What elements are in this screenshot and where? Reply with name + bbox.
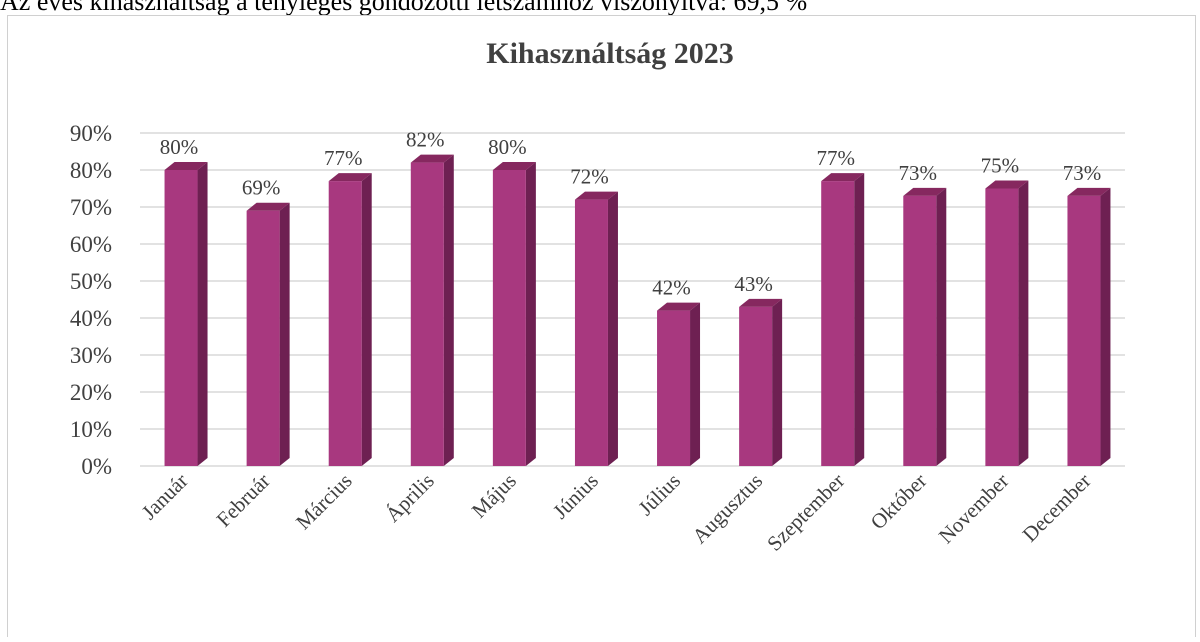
x-tick-label: November: [934, 469, 1014, 549]
bar: [657, 310, 691, 466]
bar-top: [1067, 187, 1111, 196]
bar-top: [985, 180, 1029, 189]
y-tick-label: 20%: [70, 380, 112, 405]
bar: [821, 181, 855, 466]
x-tick-label: Szeptember: [762, 469, 849, 556]
bar: [246, 210, 280, 466]
data-label: 72%: [570, 165, 609, 189]
y-tick-label: 90%: [70, 121, 112, 146]
bar-side: [1018, 180, 1029, 466]
bar-top: [246, 202, 290, 211]
bar-side: [1100, 187, 1111, 466]
y-tick-label: 60%: [70, 232, 112, 257]
data-label: 43%: [734, 272, 773, 296]
bar: [985, 188, 1019, 466]
x-tick-label: Július: [633, 469, 685, 521]
x-tick-label: Augusztus: [687, 469, 767, 549]
y-tick-label: 0%: [81, 454, 112, 479]
data-label: 77%: [324, 146, 363, 170]
bar-side: [936, 187, 947, 466]
bar: [1067, 195, 1101, 466]
y-tick-label: 10%: [70, 417, 112, 442]
data-label: 80%: [488, 135, 527, 159]
chart-title: Kihasználtság 2023: [486, 37, 734, 70]
bar-top: [164, 162, 208, 170]
bar-top: [574, 191, 618, 200]
bar: [328, 181, 362, 466]
bar-top: [903, 187, 947, 196]
y-tick-label: 30%: [70, 343, 112, 368]
bar-top: [657, 302, 701, 311]
y-tick-label: 40%: [70, 306, 112, 331]
bar: [739, 306, 773, 466]
x-tick-label: Május: [467, 469, 521, 523]
bar-side: [525, 162, 536, 466]
x-tick-label: Január: [137, 469, 193, 525]
bar-side: [607, 191, 618, 466]
data-label: 73%: [1063, 161, 1102, 185]
bar-top: [492, 162, 536, 170]
bar-top: [739, 298, 783, 307]
data-label: 75%: [981, 154, 1020, 178]
x-tick-label: Április: [381, 469, 439, 527]
bar-top: [410, 154, 454, 163]
bar-top: [328, 173, 372, 182]
x-tick-label: December: [1018, 469, 1096, 547]
bar: [410, 162, 444, 466]
chart-frame: [7, 15, 1196, 642]
bar-side: [279, 202, 290, 466]
bar-top: [821, 173, 865, 182]
y-tick-label: 80%: [70, 158, 112, 183]
bar-side: [361, 173, 372, 466]
bar-side: [772, 298, 783, 466]
bar-side: [690, 302, 701, 466]
y-tick-label: 50%: [70, 269, 112, 294]
bar-side: [197, 162, 208, 466]
bar: [903, 195, 937, 466]
caption: Az éves kihasználtság a tényleges gondoz…: [0, 0, 807, 16]
bar: [164, 170, 198, 466]
data-label: 77%: [816, 146, 855, 170]
data-label: 82%: [406, 128, 445, 152]
bar: [492, 170, 526, 466]
data-label: 80%: [160, 135, 199, 159]
x-tick-label: Október: [866, 469, 932, 535]
y-tick-label: 70%: [70, 195, 112, 220]
x-tick-label: Február: [212, 469, 275, 532]
bar: [574, 199, 608, 466]
data-label: 73%: [899, 161, 938, 185]
x-tick-label: Június: [548, 469, 603, 524]
data-label: 69%: [242, 176, 281, 200]
bar-side: [854, 173, 865, 466]
x-tick-label: Március: [291, 469, 357, 535]
bar-side: [443, 154, 454, 466]
data-label: 42%: [652, 276, 691, 300]
